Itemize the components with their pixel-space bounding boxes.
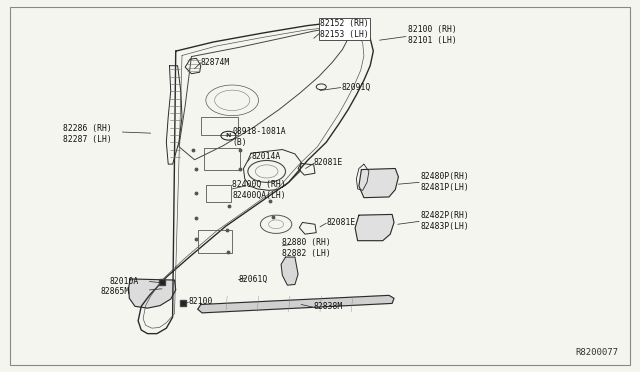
Polygon shape: [281, 257, 298, 285]
Text: 82081E: 82081E: [326, 218, 356, 227]
Polygon shape: [198, 295, 394, 313]
Text: 82100 (RH)
82101 (LH): 82100 (RH) 82101 (LH): [408, 25, 456, 45]
Text: 82010A: 82010A: [110, 277, 139, 286]
Polygon shape: [355, 214, 394, 241]
Text: 82286 (RH)
82287 (LH): 82286 (RH) 82287 (LH): [63, 124, 111, 144]
Text: N: N: [226, 133, 231, 138]
Text: 82874M: 82874M: [201, 58, 230, 67]
Text: 82400Q (RH)
82400QA(LH): 82400Q (RH) 82400QA(LH): [232, 180, 286, 201]
Polygon shape: [359, 169, 398, 198]
Text: 82100: 82100: [188, 297, 212, 306]
Bar: [206, 185, 231, 202]
Bar: [198, 230, 232, 253]
Text: 82838M: 82838M: [314, 302, 343, 311]
Text: 82482P(RH)
82483P(LH): 82482P(RH) 82483P(LH): [420, 211, 469, 231]
Text: 82081E: 82081E: [314, 158, 343, 167]
Text: 82061Q: 82061Q: [239, 275, 268, 283]
Text: 82480P(RH)
82481P(LH): 82480P(RH) 82481P(LH): [420, 171, 469, 192]
Text: 82091Q: 82091Q: [342, 83, 371, 92]
Text: 82880 (RH)
82882 (LH): 82880 (RH) 82882 (LH): [282, 238, 331, 258]
Text: 82014A: 82014A: [251, 152, 280, 161]
Polygon shape: [129, 279, 176, 308]
Text: R8200077: R8200077: [575, 347, 618, 357]
Bar: [201, 117, 239, 135]
Text: 82152 (RH)
82153 (LH): 82152 (RH) 82153 (LH): [320, 19, 369, 39]
Text: 82865M: 82865M: [100, 287, 130, 296]
Bar: [204, 148, 241, 170]
Text: 08918-1081A
(B): 08918-1081A (B): [232, 127, 286, 147]
